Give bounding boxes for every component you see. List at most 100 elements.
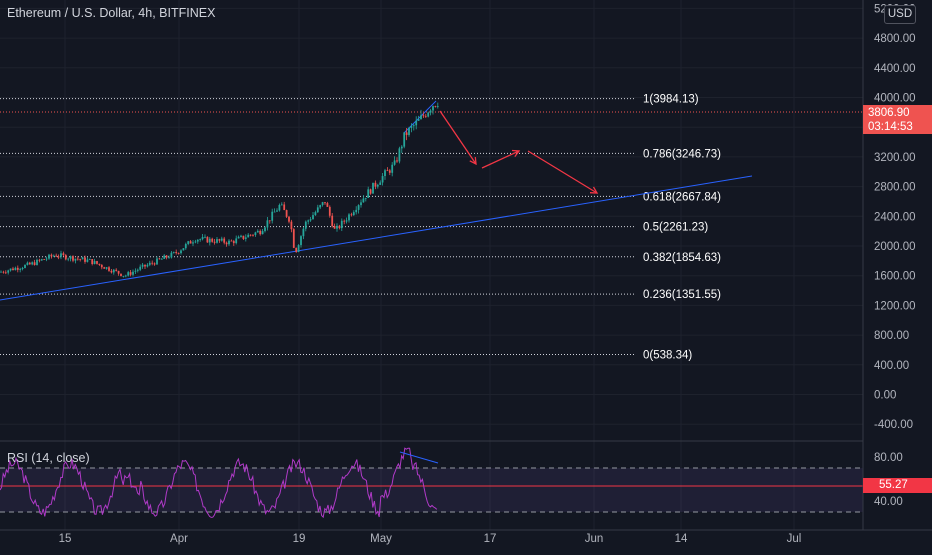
fib-level-label: 0.618(2667.84) <box>643 191 721 203</box>
candle-body <box>4 272 7 274</box>
price-tick-label: 1600.00 <box>874 271 916 283</box>
candle-body <box>230 240 233 242</box>
candle-body <box>273 211 276 213</box>
currency-button[interactable]: USD <box>884 5 916 24</box>
candle-body <box>115 269 118 271</box>
candle-body <box>415 120 418 126</box>
rsi-band-fill <box>0 468 863 512</box>
candle-body <box>196 239 199 242</box>
time-axis[interactable]: 15 Apr 19 May 17 Jun 14 Jul <box>59 533 802 545</box>
candle-body <box>136 269 139 271</box>
candle-body <box>110 270 113 273</box>
candle-body <box>410 126 413 128</box>
candle-body <box>247 234 250 238</box>
candle-body <box>434 106 437 107</box>
price-tick-label: 4400.00 <box>874 63 916 75</box>
grid-lines <box>0 0 863 530</box>
last-price-label: 3806.90 03:14:53 <box>863 105 932 134</box>
candle-body <box>355 209 358 213</box>
candle-body <box>134 270 137 272</box>
candle-body <box>55 255 58 257</box>
candle-body <box>381 176 384 183</box>
candle-body <box>302 228 305 237</box>
candle-body <box>62 253 65 255</box>
candle-body <box>420 115 422 120</box>
candle-body <box>160 258 163 260</box>
candle-body <box>19 268 22 270</box>
candle-body <box>172 252 175 253</box>
divergence-line-rsi[interactable] <box>399 451 439 464</box>
price-axis[interactable]: 5200.004800.004400.004000.003600.003200.… <box>874 3 916 431</box>
candle-body <box>93 261 96 265</box>
candle-body <box>105 267 108 269</box>
candle-body <box>295 247 298 252</box>
fib-retracement[interactable]: 1(3984.13) 0.786(3246.73) 0.618(2667.84) 0.… <box>0 94 863 362</box>
candle-body <box>259 230 262 235</box>
candle-body <box>57 256 60 258</box>
candle-body <box>201 236 204 240</box>
candle-body <box>132 271 134 275</box>
candle-body <box>331 215 334 227</box>
arrow-head <box>589 186 599 194</box>
arrow-head <box>511 149 521 158</box>
arrow-head <box>469 156 477 166</box>
candle-body <box>398 148 401 162</box>
projection-arrows[interactable] <box>439 110 599 194</box>
candle-body <box>108 267 110 271</box>
candle-body <box>326 203 329 207</box>
rsi-tick-label: 80.00 <box>874 452 903 464</box>
symbol-title[interactable]: Ethereum / U.S. Dollar, 4h, BITFINEX <box>7 6 216 20</box>
candle-body <box>194 241 197 243</box>
candle-body <box>271 211 274 221</box>
trendline[interactable] <box>0 175 753 301</box>
candle-body <box>189 241 192 244</box>
candle-body <box>74 258 77 261</box>
candle-body <box>88 259 91 260</box>
fib-level-label: 0.236(1351.55) <box>643 289 721 301</box>
candle-body <box>343 220 346 222</box>
candle-body <box>350 214 353 216</box>
candle-body <box>144 264 146 267</box>
candle-body <box>242 235 245 239</box>
candle-body <box>50 254 53 257</box>
candle-body <box>276 210 278 212</box>
price-tick-label: 0.00 <box>874 390 896 402</box>
arrow-line[interactable] <box>439 110 477 165</box>
candle-body <box>151 262 154 264</box>
candle-body <box>374 182 377 187</box>
candle-body <box>127 272 130 276</box>
candle-body <box>338 225 341 229</box>
price-tick-label: 2000.00 <box>874 241 916 253</box>
arrow-line[interactable] <box>527 150 598 194</box>
candle-body <box>16 267 19 270</box>
candle-body <box>422 115 425 117</box>
candle-body <box>67 258 70 260</box>
candle-body <box>96 261 98 264</box>
candle-body <box>427 112 430 117</box>
candle-body <box>408 127 410 135</box>
candle-body <box>213 241 216 243</box>
candle-body <box>345 220 348 222</box>
last-price-value: 3806.90 <box>868 107 910 119</box>
price-tick-label: 3200.00 <box>874 152 916 164</box>
candle-body <box>372 182 374 194</box>
time-tick-label: Apr <box>170 533 188 545</box>
candle-body <box>170 252 173 258</box>
candle-body <box>280 204 283 206</box>
candle-body <box>204 236 206 238</box>
time-tick-label: 17 <box>484 533 497 545</box>
candle-body <box>103 267 106 269</box>
candle-body <box>141 264 144 267</box>
rsi-axis[interactable]: 80.00 40.00 <box>874 452 903 508</box>
candle-body <box>297 245 300 252</box>
candle-body <box>48 254 50 259</box>
rsi-title[interactable]: RSI (14, close) <box>7 451 90 465</box>
candle-body <box>112 269 115 273</box>
candle-body <box>235 238 238 244</box>
arrow-line[interactable] <box>481 150 520 169</box>
time-tick-label: 19 <box>293 533 306 545</box>
candle-body <box>223 238 226 243</box>
candle-body <box>168 257 170 259</box>
candle-body <box>182 248 185 251</box>
